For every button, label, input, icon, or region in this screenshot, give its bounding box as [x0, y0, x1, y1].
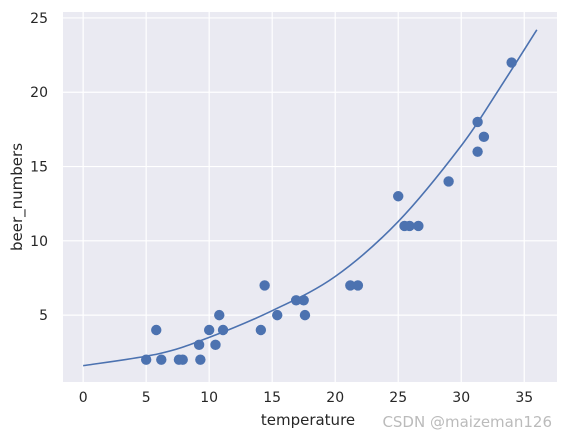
data-point — [195, 354, 206, 365]
data-point — [203, 324, 215, 336]
x-tick-label: 20 — [326, 390, 344, 406]
data-point — [506, 57, 517, 68]
data-point — [210, 339, 221, 351]
x-tick-label: 35 — [515, 390, 533, 406]
data-point — [217, 324, 229, 336]
data-point — [290, 295, 302, 306]
data-point — [259, 280, 270, 291]
data-point — [478, 131, 490, 143]
data-point — [352, 280, 364, 291]
data-point — [214, 309, 225, 321]
fit-curve — [83, 29, 538, 367]
data-point — [472, 146, 483, 157]
y-tick-label: 20 — [30, 85, 48, 101]
data-point — [156, 354, 167, 365]
data-point — [345, 280, 356, 291]
watermark: CSDN @maizeman126 — [382, 413, 552, 431]
data-point — [151, 324, 162, 336]
y-tick-label: 15 — [30, 160, 48, 176]
x-tick-label: 5 — [142, 390, 151, 406]
data-point — [298, 295, 309, 306]
plot-background — [63, 12, 557, 382]
data-point — [272, 309, 283, 321]
y-tick-label: 5 — [39, 308, 48, 324]
scatter-points — [140, 57, 517, 365]
x-axis-label: temperature — [261, 411, 355, 429]
data-point — [193, 339, 205, 351]
y-axis-label: beer_numbers — [8, 143, 27, 251]
data-point — [472, 116, 483, 128]
data-point — [140, 354, 152, 365]
fit-curve-line — [83, 29, 538, 367]
y-tick-label: 25 — [30, 11, 48, 27]
x-tick-label: 0 — [79, 390, 88, 406]
x-tick-label: 30 — [452, 390, 470, 406]
data-point — [404, 220, 415, 232]
data-point — [393, 191, 404, 202]
data-point — [177, 354, 188, 365]
x-tick-label: 25 — [389, 390, 407, 406]
x-tick-label: 15 — [263, 390, 281, 406]
data-point — [413, 220, 424, 232]
y-tick-label: 10 — [30, 234, 48, 250]
y-tick-labels: 5 10 15 20 25 — [30, 11, 48, 324]
data-point — [255, 324, 267, 336]
data-point — [443, 176, 454, 187]
data-point — [299, 309, 311, 321]
x-tick-label: 10 — [200, 390, 218, 406]
x-tick-labels: 0 5 10 15 20 25 30 35 — [79, 390, 533, 406]
